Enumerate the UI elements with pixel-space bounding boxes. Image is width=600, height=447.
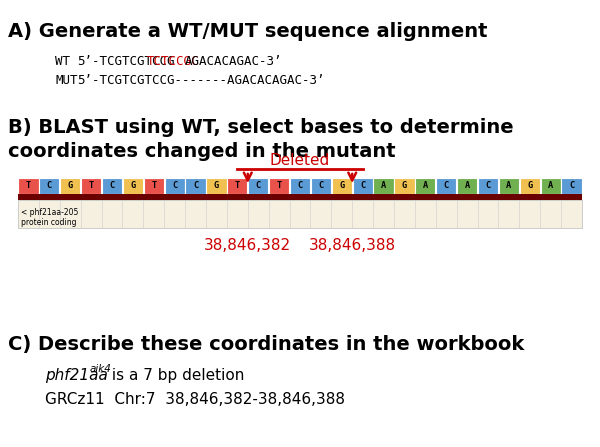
Text: C: C [109,181,115,190]
Bar [123,178,143,194]
Text: TCTCCGC: TCTCCGC [147,55,200,68]
Text: G: G [339,181,344,190]
Bar [290,178,310,194]
Bar [102,178,122,194]
Bar [562,178,581,194]
Text: C: C [485,181,491,190]
Bar [185,178,206,194]
Text: C: C [193,181,198,190]
Bar [520,178,540,194]
Text: C: C [360,181,365,190]
Text: A) Generate a WT/MUT sequence alignment: A) Generate a WT/MUT sequence alignment [8,22,487,41]
Text: 38,846,382: 38,846,382 [204,238,292,253]
Bar [248,178,268,194]
Text: G: G [130,181,136,190]
Text: 38,846,388: 38,846,388 [308,238,396,253]
Bar [499,178,519,194]
Bar [227,178,247,194]
Bar [18,200,582,228]
Bar [332,178,352,194]
Text: MUT: MUT [55,74,77,87]
Text: G: G [214,181,219,190]
Text: C: C [443,181,449,190]
Bar [457,178,477,194]
Bar [541,178,561,194]
Text: T: T [277,181,282,190]
Text: T: T [151,181,157,190]
Text: is a 7 bp deletion: is a 7 bp deletion [107,368,244,383]
Text: A: A [464,181,470,190]
Bar [373,178,394,194]
Bar [60,178,80,194]
Text: 5’-TCGTCGTCCG-------AGACACAGAC-3’: 5’-TCGTCGTCCG-------AGACACAGAC-3’ [77,74,324,87]
Text: C: C [318,181,323,190]
Bar [206,178,227,194]
Text: G: G [68,181,73,190]
Text: WT: WT [55,55,77,68]
Text: A: A [381,181,386,190]
Text: T: T [26,181,31,190]
Text: < phf21aa-205: < phf21aa-205 [21,208,79,217]
Text: 5’-TCGTCGTCCG: 5’-TCGTCGTCCG [77,55,174,68]
Text: A: A [548,181,553,190]
Text: C: C [172,181,177,190]
Text: G: G [402,181,407,190]
Text: T: T [235,181,240,190]
Text: Deleted: Deleted [270,153,330,168]
Bar [478,178,498,194]
Bar [394,178,415,194]
Text: A: A [506,181,512,190]
Text: GRCz11  Chr:7  38,846,382-38,846,388: GRCz11 Chr:7 38,846,382-38,846,388 [45,392,345,407]
Bar [311,178,331,194]
Bar [164,178,185,194]
Bar [415,178,436,194]
Bar [39,178,59,194]
Text: C) Describe these coordinates in the workbook: C) Describe these coordinates in the wor… [8,335,524,354]
Text: C: C [256,181,261,190]
Text: protein coding: protein coding [21,218,77,227]
Bar [353,178,373,194]
Text: T: T [88,181,94,190]
Bar [269,178,289,194]
Bar [19,178,38,194]
Text: AGACACAGAC-3’: AGACACAGAC-3’ [185,55,283,68]
Text: B) BLAST using WT, select bases to determine: B) BLAST using WT, select bases to deter… [8,118,514,137]
Text: C: C [47,181,52,190]
Text: C: C [569,181,574,190]
Bar [18,194,582,200]
Bar [81,178,101,194]
Text: aik4: aik4 [89,364,111,374]
Text: G: G [527,181,532,190]
Text: C: C [298,181,302,190]
Text: A: A [423,181,428,190]
Bar [436,178,457,194]
Text: coordinates changed in the mutant: coordinates changed in the mutant [8,142,395,161]
Text: phf21aa: phf21aa [45,368,108,383]
Bar [143,178,164,194]
